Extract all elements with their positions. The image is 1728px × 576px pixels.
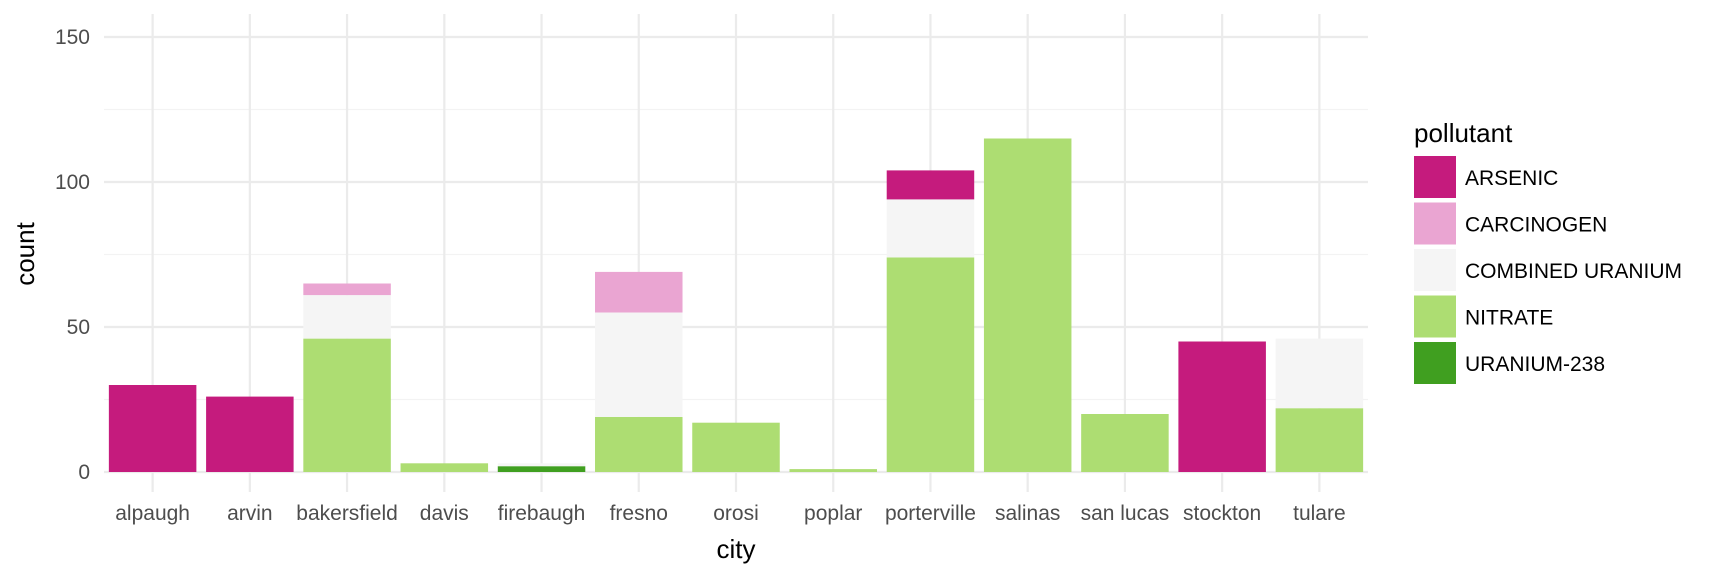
bar-combined-uranium-fresno (595, 312, 683, 417)
legend-swatch (1414, 156, 1456, 198)
bar-nitrate-bakersfield (303, 338, 391, 472)
bar-nitrate-orosi (692, 422, 780, 472)
legend-swatch (1414, 202, 1456, 245)
x-tick-label: san lucas (1081, 502, 1170, 525)
bar-carcinogen-fresno (595, 271, 683, 313)
grid-lines (104, 14, 1368, 492)
bar-arsenic-stockton (1178, 341, 1266, 472)
legend-label: NITRATE (1465, 307, 1553, 330)
x-tick-label: tulare (1293, 502, 1346, 525)
bar-uranium-238-firebaugh (497, 466, 586, 472)
legend-label: COMBINED URANIUM (1465, 260, 1682, 283)
bar-nitrate-fresno (595, 416, 683, 472)
x-tick-label: arvin (227, 502, 273, 525)
bar-nitrate-salinas (983, 138, 1072, 472)
bar-arsenic-alpaugh (108, 385, 197, 472)
legend-swatch (1414, 295, 1456, 338)
x-tick-label: firebaugh (498, 502, 586, 525)
x-tick-label: poplar (804, 502, 862, 525)
bar-carcinogen-bakersfield (303, 283, 391, 296)
legend: pollutant ARSENIC CARCINOGEN COMBINED URAN… (1414, 118, 1682, 384)
y-tick-label: 0 (78, 461, 90, 484)
legend-swatch (1414, 249, 1456, 291)
y-tick-label: 100 (55, 171, 90, 194)
bars (108, 138, 1364, 472)
x-tick-label: fresno (610, 502, 668, 525)
bar-combined-uranium-firebaugh (497, 463, 586, 467)
bar-nitrate-davis (400, 463, 489, 472)
x-tick-label: salinas (995, 502, 1060, 525)
legend-swatch (1414, 342, 1456, 384)
y-tick-labels: 0 50 100 150 (55, 26, 90, 484)
bar-combined-uranium-bakersfield (303, 295, 391, 339)
legend-title: pollutant (1414, 118, 1513, 148)
legend-label: CARCINOGEN (1465, 214, 1607, 237)
x-tick-label: porterville (885, 502, 976, 525)
bar-arsenic-arvin (206, 396, 294, 472)
x-tick-label: bakersfield (296, 502, 398, 525)
bar-nitrate-tulare (1275, 408, 1364, 472)
x-tick-labels: alpaugh arvin bakersfield davis firebaugh fre… (115, 502, 1345, 525)
y-tick-label: 50 (67, 316, 90, 339)
x-axis-title: city (717, 534, 756, 564)
y-tick-label: 150 (55, 26, 90, 49)
x-tick-label: orosi (713, 502, 759, 525)
bar-nitrate-poplar (789, 469, 877, 472)
bar-nitrate-porterville (886, 257, 975, 472)
x-tick-label: alpaugh (115, 502, 190, 525)
bar-combined-uranium-tulare (1275, 338, 1364, 409)
bar-combined-uranium-porterville (886, 199, 975, 258)
bar-arsenic-porterville (886, 170, 975, 200)
x-tick-label: stockton (1183, 502, 1261, 525)
legend-label: URANIUM-238 (1465, 353, 1605, 376)
bar-nitrate-san-lucas (1081, 414, 1169, 472)
x-tick-label: davis (420, 502, 469, 525)
y-axis-title: count (10, 221, 40, 285)
legend-label: ARSENIC (1465, 167, 1558, 190)
